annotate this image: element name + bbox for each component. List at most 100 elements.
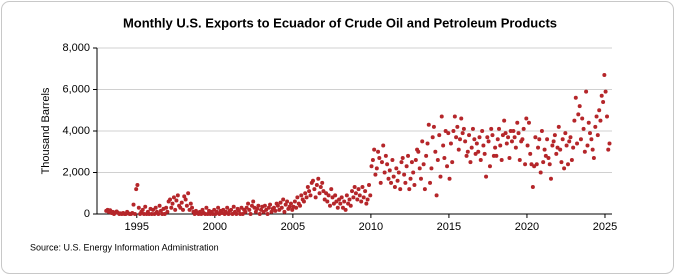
point [372, 147, 377, 152]
point [226, 212, 231, 216]
point [168, 197, 173, 202]
point [355, 197, 360, 202]
point [533, 135, 538, 140]
point [451, 129, 456, 133]
point [347, 197, 352, 202]
point [257, 212, 262, 216]
point [363, 189, 368, 194]
point [225, 205, 230, 210]
point [554, 151, 559, 156]
point [229, 207, 234, 212]
point [511, 129, 516, 133]
point [357, 193, 362, 198]
point [457, 137, 462, 142]
y-tick-label: 2,000 [62, 166, 90, 178]
point [368, 193, 373, 198]
point [484, 174, 489, 179]
point [301, 199, 306, 204]
point [404, 164, 409, 169]
point [587, 131, 592, 136]
point [599, 93, 604, 98]
point [290, 207, 295, 212]
point [516, 131, 521, 136]
point [269, 209, 274, 214]
point [447, 176, 452, 181]
point [383, 153, 388, 158]
point [421, 162, 426, 167]
point [546, 155, 551, 160]
point [343, 207, 348, 212]
point [317, 191, 322, 196]
point [469, 145, 474, 150]
point [480, 129, 485, 133]
point [506, 135, 511, 140]
point [586, 120, 591, 125]
x-tick-label: 2000 [203, 221, 227, 233]
point [563, 131, 568, 136]
point [578, 137, 583, 142]
point [486, 139, 491, 144]
point [182, 194, 187, 199]
point [445, 164, 450, 169]
point [431, 124, 436, 129]
point [299, 193, 304, 198]
point [156, 212, 161, 216]
point [310, 178, 315, 183]
point [339, 195, 344, 200]
point [507, 155, 512, 160]
point [307, 189, 312, 194]
point [565, 162, 570, 167]
point [485, 135, 490, 140]
point [313, 195, 318, 200]
point [411, 170, 416, 175]
point [435, 158, 440, 163]
point [461, 126, 466, 131]
point [459, 116, 464, 121]
point [282, 209, 287, 214]
point [164, 205, 169, 210]
point [456, 147, 461, 152]
point [251, 199, 256, 204]
point [558, 147, 563, 152]
point [283, 202, 288, 207]
point [429, 166, 434, 171]
point [542, 147, 547, 152]
point [287, 204, 292, 209]
point [597, 108, 602, 113]
point [576, 112, 581, 117]
point [512, 135, 517, 140]
point [292, 199, 297, 204]
point [385, 162, 390, 167]
point [602, 72, 607, 77]
point [184, 203, 189, 208]
point [580, 116, 585, 121]
point [275, 203, 280, 208]
point [509, 139, 514, 144]
point [320, 180, 325, 185]
point [318, 185, 323, 190]
point [365, 197, 370, 202]
point [460, 131, 465, 136]
point [598, 118, 603, 123]
point [422, 187, 427, 192]
point [174, 198, 179, 203]
point [477, 135, 482, 140]
y-tick-label: 6,000 [62, 83, 90, 95]
point [547, 162, 552, 167]
point [265, 212, 270, 216]
point [247, 207, 252, 212]
x-tick-label: 2020 [515, 221, 539, 233]
point [262, 203, 267, 208]
point [200, 207, 205, 212]
point [352, 185, 357, 190]
point [530, 185, 535, 190]
point [271, 205, 276, 210]
point [312, 187, 317, 192]
point [498, 143, 503, 148]
point [335, 205, 340, 210]
y-tick-label: 8,000 [62, 42, 90, 54]
point [364, 201, 369, 206]
point [376, 149, 381, 154]
point [590, 147, 595, 152]
